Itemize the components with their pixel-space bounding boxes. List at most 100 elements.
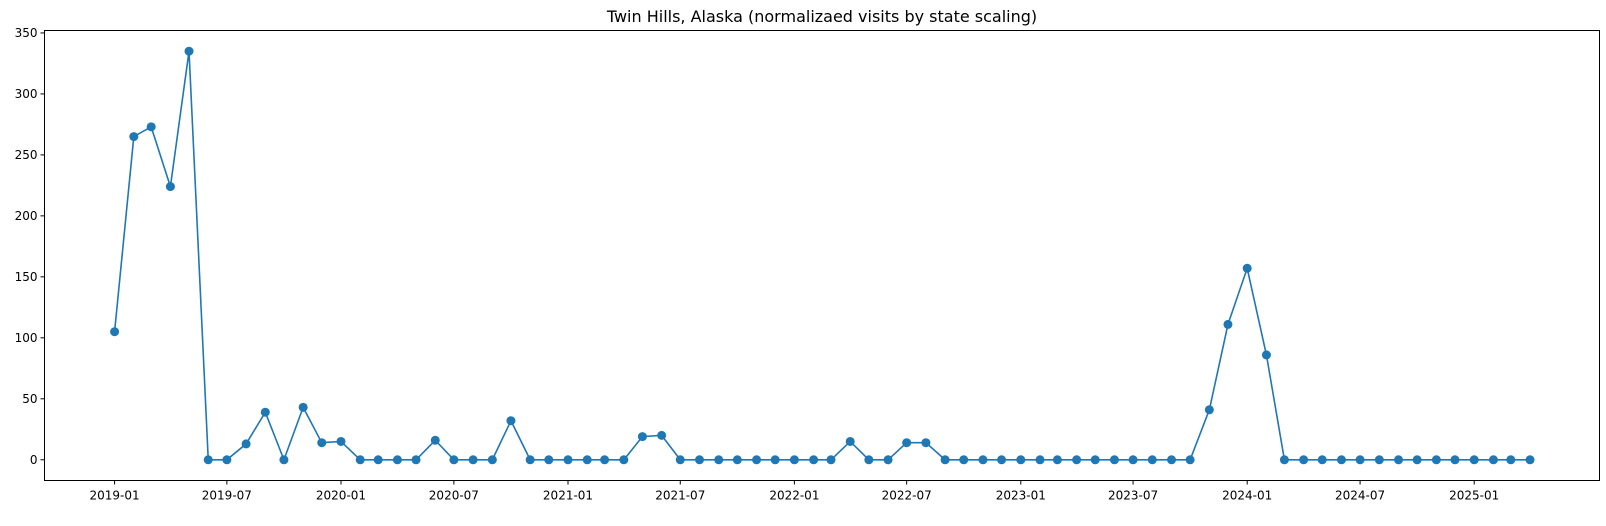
data-point bbox=[657, 430, 667, 440]
data-point bbox=[1052, 455, 1062, 465]
data-point bbox=[1525, 455, 1535, 465]
data-point bbox=[959, 455, 969, 465]
x-tick-label: 2021-07 bbox=[655, 489, 705, 503]
data-point bbox=[355, 455, 365, 465]
data-point bbox=[1261, 350, 1271, 360]
data-point bbox=[1016, 455, 1026, 465]
data-point bbox=[1299, 455, 1309, 465]
x-tick-label: 2020-01 bbox=[316, 489, 366, 503]
data-point bbox=[1317, 455, 1327, 465]
data-point bbox=[714, 455, 724, 465]
data-point bbox=[336, 436, 346, 446]
data-point bbox=[1412, 455, 1422, 465]
x-tick-label: 2021-01 bbox=[543, 489, 593, 503]
data-point bbox=[978, 455, 988, 465]
data-point bbox=[1336, 455, 1346, 465]
data-point bbox=[544, 455, 554, 465]
data-point bbox=[1279, 455, 1289, 465]
data-point bbox=[637, 432, 647, 442]
y-tick-label: 250 bbox=[15, 148, 38, 162]
series-line bbox=[113, 51, 1531, 463]
plot-area-frame bbox=[44, 30, 1600, 481]
data-point bbox=[279, 455, 289, 465]
data-point bbox=[110, 327, 120, 337]
x-tick-label: 2023-01 bbox=[996, 489, 1046, 503]
data-point bbox=[826, 455, 836, 465]
x-tick-label: 2020-07 bbox=[429, 489, 479, 503]
data-point bbox=[184, 46, 194, 56]
y-tick-label: 300 bbox=[15, 87, 38, 101]
data-point bbox=[525, 455, 535, 465]
data-point bbox=[619, 455, 629, 465]
y-tick-label: 0 bbox=[30, 453, 38, 467]
data-point bbox=[298, 402, 308, 412]
data-point bbox=[845, 436, 855, 446]
data-point bbox=[1090, 455, 1100, 465]
x-tick-label: 2025-01 bbox=[1449, 489, 1499, 503]
data-point bbox=[260, 407, 270, 417]
data-point bbox=[506, 416, 516, 426]
data-point bbox=[411, 455, 421, 465]
data-point bbox=[675, 455, 685, 465]
data-point bbox=[1469, 455, 1479, 465]
x-tick-label: 2022-07 bbox=[882, 489, 932, 503]
x-tick-label: 2023-07 bbox=[1108, 489, 1158, 503]
data-point bbox=[1035, 455, 1045, 465]
data-point bbox=[1374, 455, 1384, 465]
data-point bbox=[129, 132, 139, 142]
y-tick-label: 200 bbox=[15, 209, 38, 223]
data-point bbox=[1355, 455, 1365, 465]
data-point bbox=[940, 455, 950, 465]
axis-ticks: 2019-01 2019-07 2020-01 2020-07 2021-01 2021-… bbox=[15, 26, 1500, 503]
data-point bbox=[864, 455, 874, 465]
data-point bbox=[1204, 405, 1214, 415]
data-point bbox=[1072, 455, 1082, 465]
data-point bbox=[1223, 319, 1233, 329]
data-point bbox=[997, 455, 1007, 465]
data-point bbox=[752, 455, 762, 465]
data-point bbox=[1128, 455, 1138, 465]
data-point bbox=[487, 455, 497, 465]
x-tick-label: 2022-01 bbox=[769, 489, 819, 503]
data-point bbox=[809, 455, 819, 465]
data-point bbox=[165, 182, 175, 192]
y-tick-label: 50 bbox=[22, 392, 37, 406]
data-point bbox=[449, 455, 459, 465]
data-point bbox=[563, 455, 573, 465]
data-point bbox=[1185, 455, 1195, 465]
data-point bbox=[222, 455, 232, 465]
x-tick-label: 2024-01 bbox=[1222, 489, 1272, 503]
data-point bbox=[695, 455, 704, 465]
data-point bbox=[883, 455, 893, 465]
data-point bbox=[317, 438, 327, 448]
x-tick-label: 2019-07 bbox=[202, 489, 252, 503]
data-point bbox=[1488, 455, 1498, 465]
data-point bbox=[1506, 455, 1516, 465]
y-tick-label: 100 bbox=[15, 331, 38, 345]
y-tick-label: 350 bbox=[15, 26, 38, 40]
data-point bbox=[203, 455, 213, 465]
data-point bbox=[789, 455, 799, 465]
data-point bbox=[1431, 455, 1441, 465]
data-point bbox=[1242, 263, 1252, 273]
data-point bbox=[468, 455, 478, 465]
data-point bbox=[1450, 455, 1460, 465]
data-point bbox=[600, 455, 610, 465]
data-point bbox=[1167, 455, 1177, 465]
data-point bbox=[770, 455, 780, 465]
x-tick-label: 2024-07 bbox=[1335, 489, 1385, 503]
data-point bbox=[430, 435, 440, 445]
data-point bbox=[1147, 455, 1157, 465]
data-point bbox=[146, 122, 156, 132]
y-tick-label: 150 bbox=[15, 270, 38, 284]
data-point bbox=[1109, 455, 1119, 465]
data-point bbox=[1394, 455, 1404, 465]
data-point bbox=[373, 455, 383, 465]
data-point bbox=[732, 455, 742, 465]
data-point bbox=[921, 438, 931, 448]
x-tick-label: 2019-01 bbox=[90, 489, 140, 503]
data-point bbox=[582, 455, 592, 465]
data-point bbox=[902, 438, 912, 448]
chart-title: Twin Hills, Alaska (normalizaed visits b… bbox=[606, 7, 1037, 26]
